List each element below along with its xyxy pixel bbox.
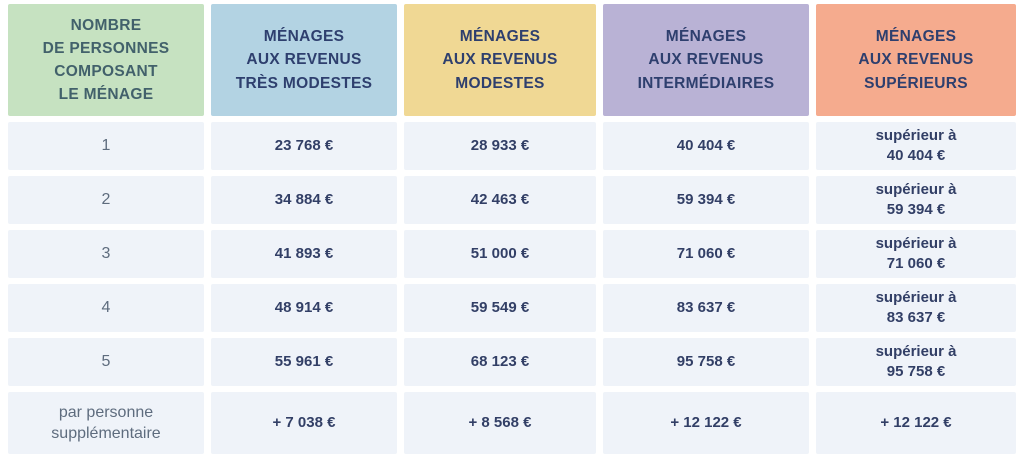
- row-3-household-size: 3: [8, 230, 204, 278]
- column-header-revenus-superieurs: MÉNAGES AUX REVENUS SUPÉRIEURS: [816, 4, 1016, 116]
- column-header-household-size: NOMBRE DE PERSONNES COMPOSANT LE MÉNAGE: [8, 4, 204, 116]
- row-3-intermediaires: 71 060 €: [603, 230, 809, 278]
- row-5-intermediaires: 95 758 €: [603, 338, 809, 386]
- row-3-superieurs: supérieur à 71 060 €: [816, 230, 1016, 278]
- row-1-household-size: 1: [8, 122, 204, 170]
- row-4-tres-modestes: 48 914 €: [211, 284, 397, 332]
- row-6-modestes: + 8 568 €: [404, 392, 596, 454]
- row-4-intermediaires: 83 637 €: [603, 284, 809, 332]
- row-2-modestes: 42 463 €: [404, 176, 596, 224]
- row-6-superieurs: + 12 122 €: [816, 392, 1016, 454]
- row-2-tres-modestes: 34 884 €: [211, 176, 397, 224]
- row-6-tres-modestes: + 7 038 €: [211, 392, 397, 454]
- row-3-tres-modestes: 41 893 €: [211, 230, 397, 278]
- row-1-tres-modestes: 23 768 €: [211, 122, 397, 170]
- row-2-household-size: 2: [8, 176, 204, 224]
- column-header-revenus-tres-modestes: MÉNAGES AUX REVENUS TRÈS MODESTES: [211, 4, 397, 116]
- row-5-modestes: 68 123 €: [404, 338, 596, 386]
- row-4-modestes: 59 549 €: [404, 284, 596, 332]
- column-header-revenus-intermediaires: MÉNAGES AUX REVENUS INTERMÉDIAIRES: [603, 4, 809, 116]
- row-1-superieurs: supérieur à 40 404 €: [816, 122, 1016, 170]
- row-1-modestes: 28 933 €: [404, 122, 596, 170]
- row-6-per-additional-person-label: par personne supplémentaire: [8, 392, 204, 454]
- row-4-household-size: 4: [8, 284, 204, 332]
- row-1-intermediaires: 40 404 €: [603, 122, 809, 170]
- row-2-superieurs: supérieur à 59 394 €: [816, 176, 1016, 224]
- row-4-superieurs: supérieur à 83 637 €: [816, 284, 1016, 332]
- row-5-household-size: 5: [8, 338, 204, 386]
- row-5-superieurs: supérieur à 95 758 €: [816, 338, 1016, 386]
- income-thresholds-table: NOMBRE DE PERSONNES COMPOSANT LE MÉNAGE …: [8, 4, 1016, 454]
- row-6-intermediaires: + 12 122 €: [603, 392, 809, 454]
- row-2-intermediaires: 59 394 €: [603, 176, 809, 224]
- column-header-revenus-modestes: MÉNAGES AUX REVENUS MODESTES: [404, 4, 596, 116]
- row-3-modestes: 51 000 €: [404, 230, 596, 278]
- row-5-tres-modestes: 55 961 €: [211, 338, 397, 386]
